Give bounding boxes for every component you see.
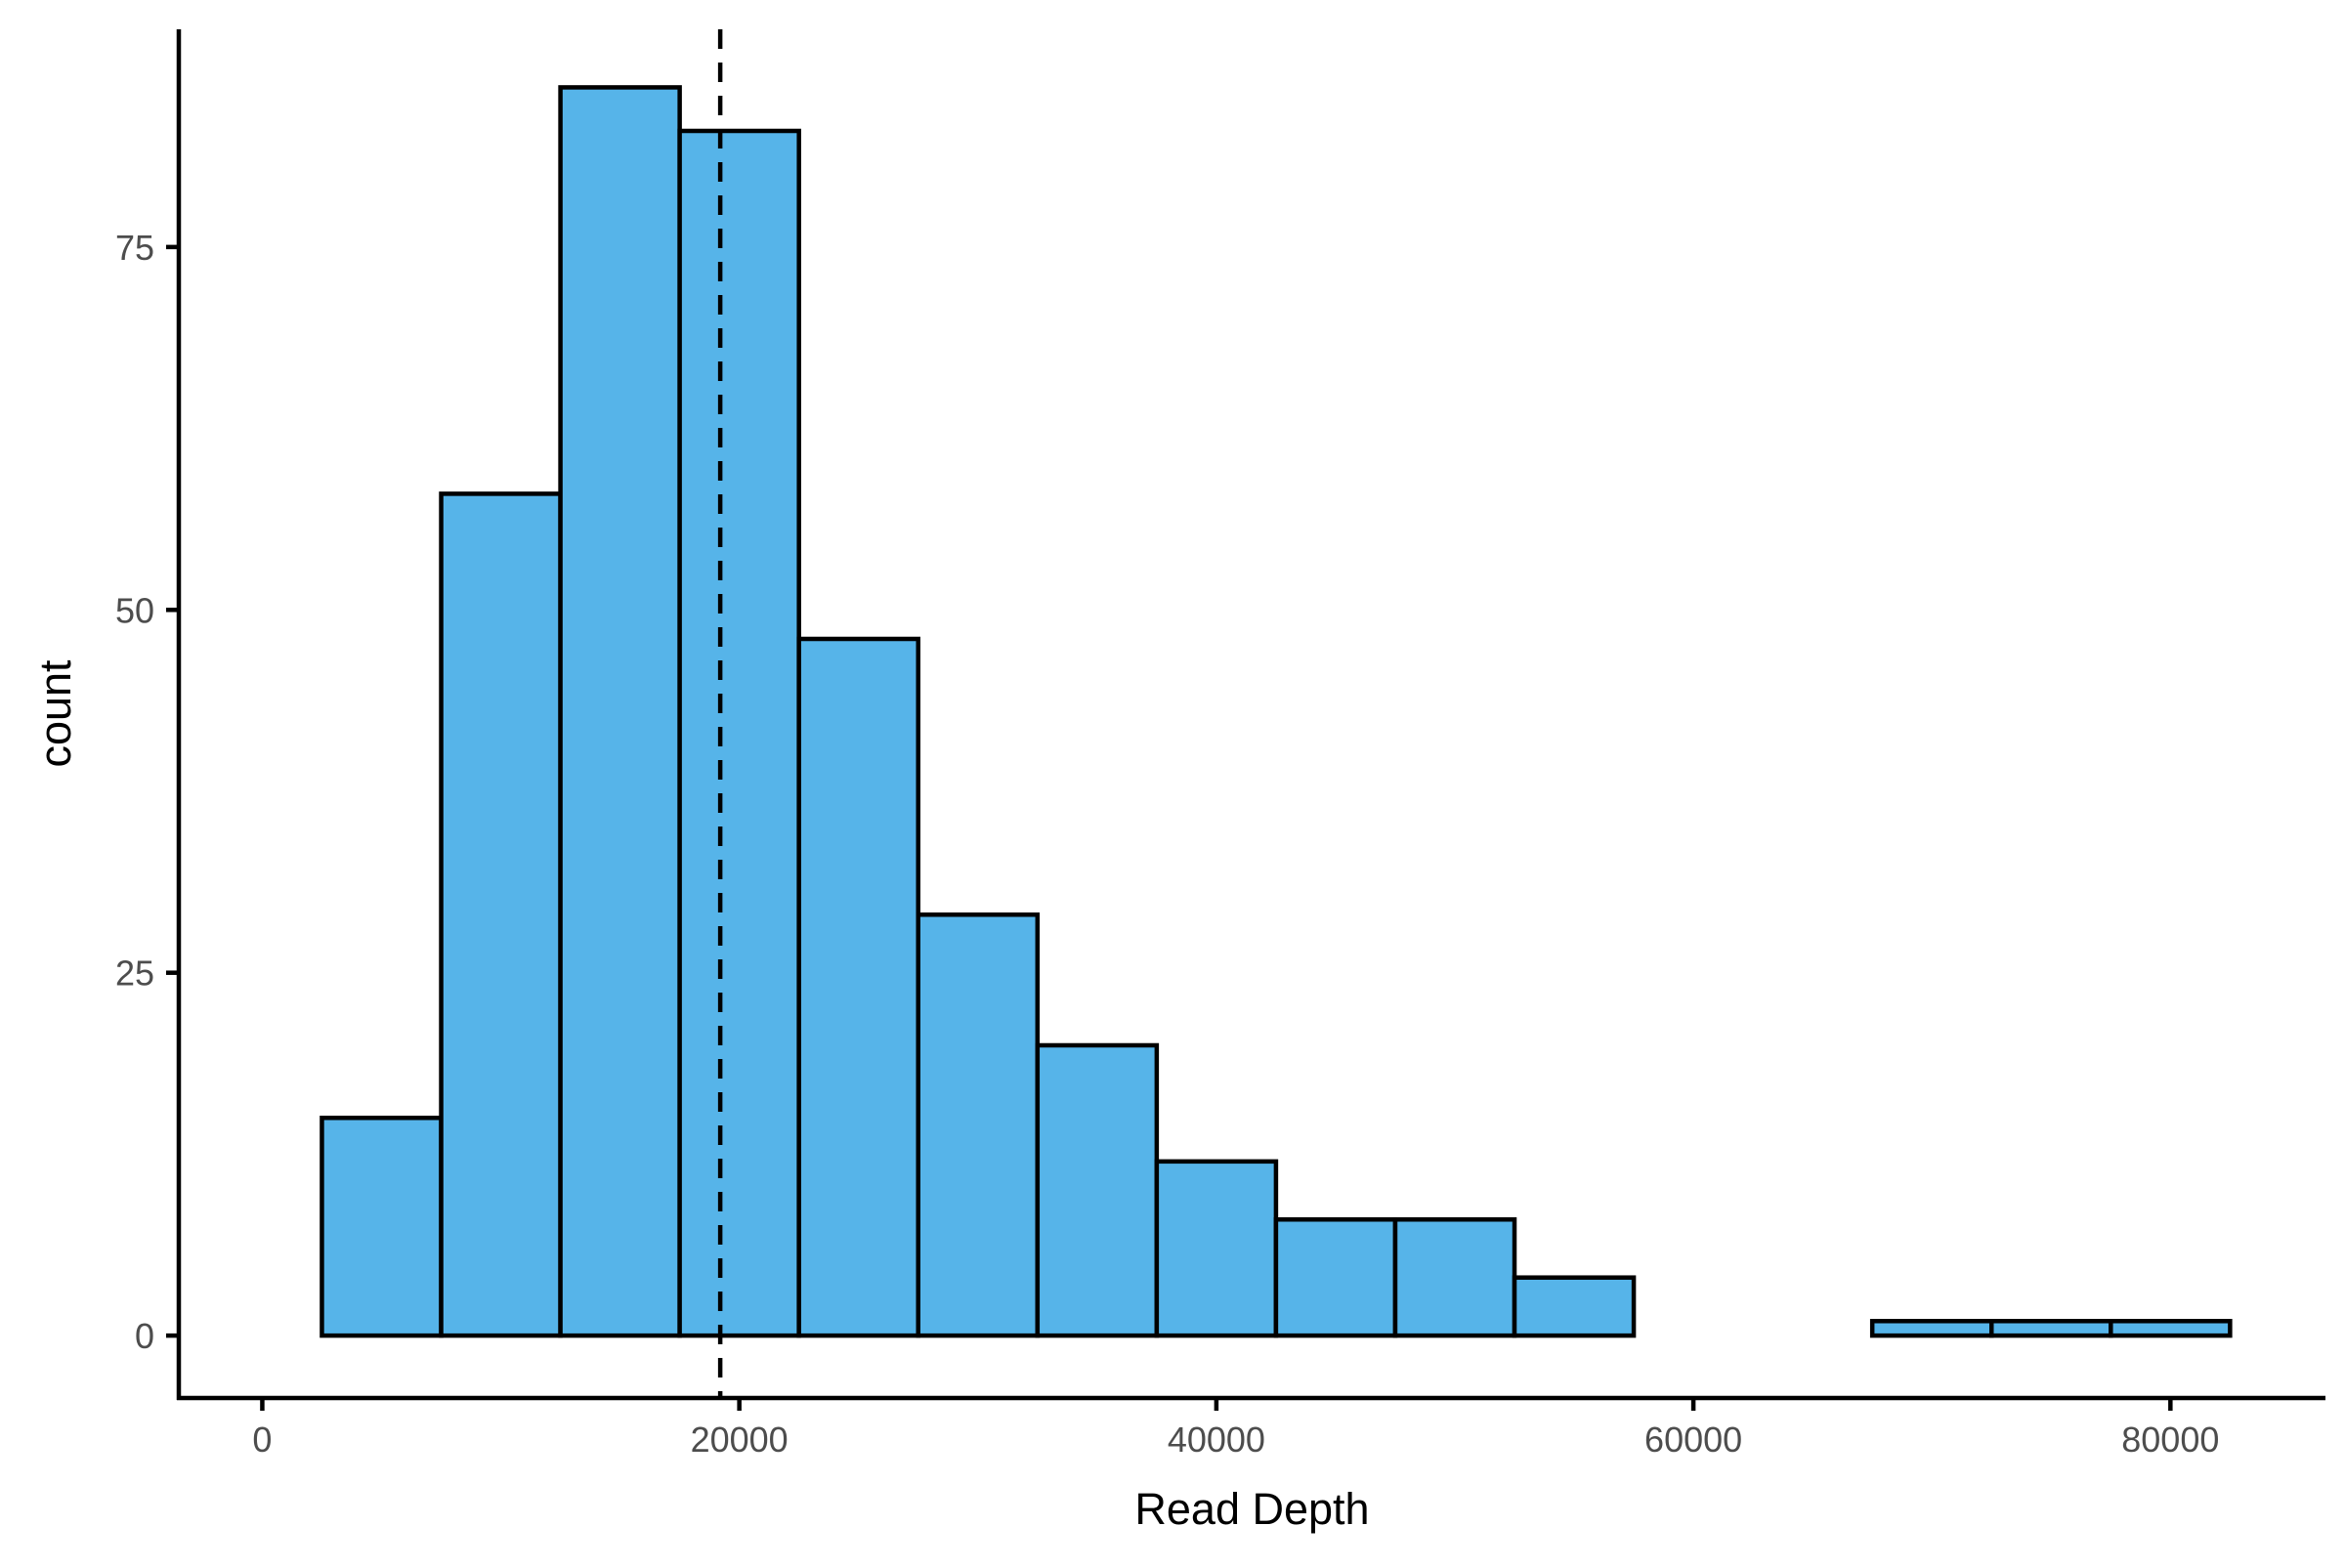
y-tick-label: 50 xyxy=(115,590,154,630)
histogram-bar xyxy=(677,128,801,1338)
histogram-bar xyxy=(439,491,563,1338)
x-tick-label: 20000 xyxy=(691,1420,789,1460)
histogram-bar xyxy=(916,912,1041,1338)
histogram-bar xyxy=(2109,1319,2233,1338)
histogram-bar xyxy=(320,1116,444,1338)
y-axis-title: count xyxy=(30,659,80,768)
histogram-bar xyxy=(558,85,682,1338)
x-tick-label: 0 xyxy=(252,1420,272,1460)
axes xyxy=(176,29,2325,1401)
histogram-bar xyxy=(1392,1217,1517,1338)
histogram-bar xyxy=(1154,1159,1279,1338)
y-tick-label: 75 xyxy=(115,228,154,268)
y-tick-label: 25 xyxy=(115,954,154,994)
x-tick-label: 80000 xyxy=(2121,1420,2219,1460)
x-tick-label: 40000 xyxy=(1168,1420,1265,1460)
y-tick-label: 0 xyxy=(135,1316,154,1356)
histogram-bar xyxy=(1988,1319,2113,1338)
y-axis-ticks: 0 25 50 75 xyxy=(115,228,179,1356)
histogram-bar xyxy=(1035,1042,1160,1338)
histogram-bar xyxy=(1273,1217,1398,1338)
histogram-bar xyxy=(1869,1319,1994,1338)
histogram-bars xyxy=(320,85,2233,1338)
histogram-bar xyxy=(796,636,920,1338)
histogram-bar xyxy=(1512,1275,1637,1338)
x-axis-title: Read Depth xyxy=(1134,1484,1369,1534)
x-tick-label: 60000 xyxy=(1644,1420,1742,1460)
x-axis-ticks: 0 20000 40000 60000 80000 xyxy=(252,1398,2219,1460)
